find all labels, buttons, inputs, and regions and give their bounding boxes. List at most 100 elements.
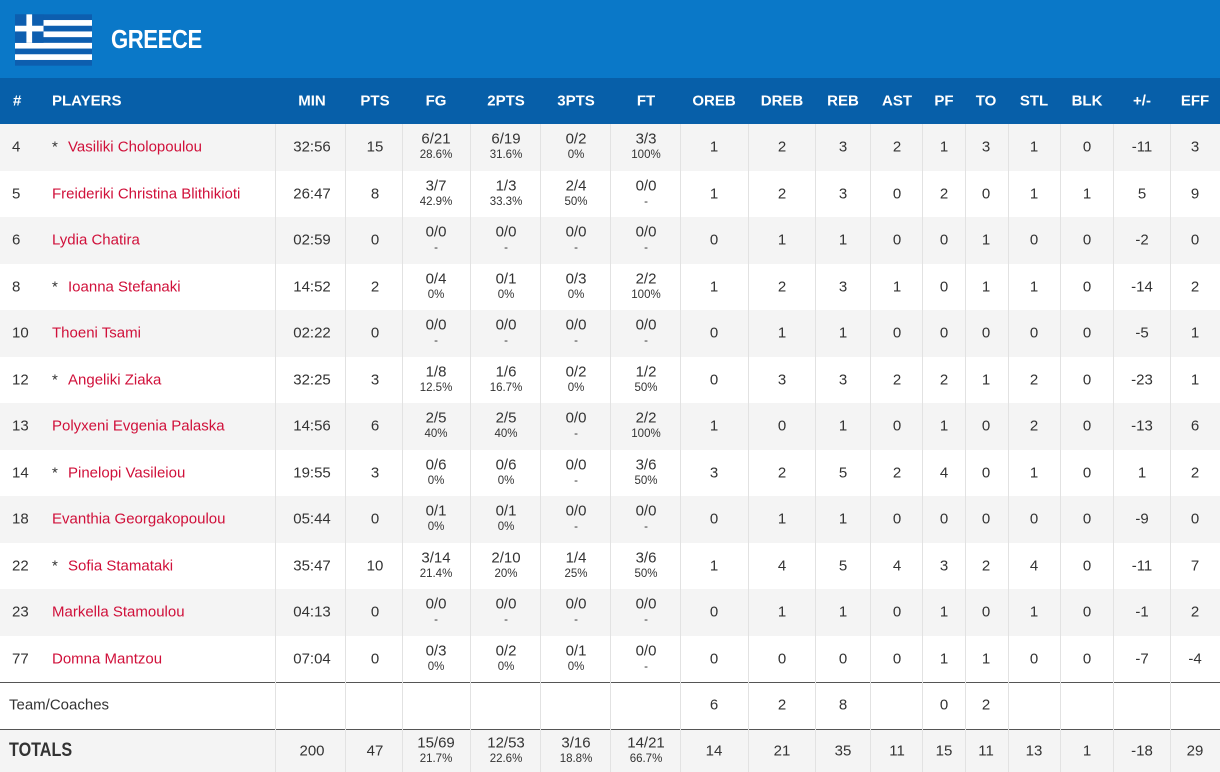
shot-made-attempted: 0/0 (565, 409, 587, 427)
shot-percentage: 40% (494, 428, 518, 441)
player-name[interactable]: Pinelopi Vasileiou (68, 464, 186, 482)
stat-cell: 0 (1082, 231, 1092, 249)
column-header: PLAYERS (52, 92, 122, 110)
player-number: 22 (12, 557, 29, 575)
stat-cell: 1 (777, 324, 787, 342)
player-name[interactable]: Ioanna Stefanaki (68, 278, 181, 296)
totals-label: TOTALS (9, 739, 73, 761)
player-name[interactable]: Polyxeni Evgenia Palaska (52, 417, 225, 435)
player-name[interactable]: Thoeni Tsami (52, 324, 141, 342)
shot-percentage: 0% (497, 474, 515, 487)
stat-cell: 0 (1082, 650, 1092, 668)
stat-cell: 0 (981, 324, 991, 342)
stat-cell: 2 (939, 371, 949, 389)
stat-cell: 1 (838, 603, 848, 621)
shot-made-attempted: 0/1 (565, 642, 587, 660)
stat-cell: 0 (892, 185, 902, 203)
stat-cell: 8 (370, 185, 380, 203)
shot-percentage: 0% (567, 149, 585, 162)
shot-percentage: - (434, 614, 438, 627)
stat-cell: 1 (1029, 278, 1039, 296)
shot-made-attempted: 0/0 (635, 223, 657, 241)
column-divider (610, 124, 611, 772)
column-divider (1008, 124, 1009, 772)
stat-cell: 04:13 (293, 603, 331, 621)
stat-cell: 3 (981, 138, 991, 156)
stat-cell: 15 (366, 138, 384, 156)
stat-cell: 7 (1190, 557, 1200, 575)
stat-cell: 3 (1190, 138, 1200, 156)
stat-cell: 1 (1082, 742, 1092, 759)
stat-cell: -2 (1135, 231, 1149, 249)
stat-cell: 0 (1029, 510, 1039, 528)
player-name[interactable]: Sofia Stamataki (68, 557, 174, 575)
stat-cell: 0 (838, 650, 848, 668)
stat-cell: 0 (777, 650, 787, 668)
stat-cell: 3 (838, 278, 848, 296)
stat-cell: 35:47 (293, 557, 331, 575)
stat-cell: 200 (299, 742, 325, 759)
column-header: OREB (692, 92, 736, 110)
stat-cell: 0 (370, 603, 380, 621)
shot-percentage: 0% (567, 660, 585, 673)
stat-cell: 0 (892, 324, 902, 342)
column-header: AST (882, 92, 912, 110)
stat-cell: 6 (1190, 417, 1200, 435)
shot-made-attempted: 0/1 (495, 270, 517, 288)
shot-percentage: 40% (424, 428, 448, 441)
player-name[interactable]: Vasiliki Cholopoulou (68, 138, 202, 156)
stat-cell: 0 (1082, 371, 1092, 389)
shot-made-attempted: 0/3 (565, 270, 587, 288)
shot-made-attempted: 2/5 (495, 409, 517, 427)
shot-percentage: 18.8% (559, 752, 593, 765)
player-name[interactable]: Domna Mantzou (52, 650, 163, 668)
stat-cell: 1 (838, 417, 848, 435)
shot-made-attempted: 0/3 (425, 642, 447, 660)
player-number: 12 (12, 371, 29, 389)
stat-cell: 2 (777, 464, 787, 482)
column-header: +/- (1133, 92, 1151, 110)
stat-cell: 1 (838, 324, 848, 342)
column-divider (345, 124, 346, 772)
stat-cell: 0 (981, 603, 991, 621)
stat-cell: 1 (838, 231, 848, 249)
player-name[interactable]: Angeliki Ziaka (68, 371, 162, 389)
player-name[interactable]: Evanthia Georgakopoulou (52, 510, 226, 528)
column-divider (402, 124, 403, 772)
stat-cell: 0 (1082, 557, 1092, 575)
stat-cell: 0 (1190, 231, 1200, 249)
column-header: BLK (1071, 92, 1103, 110)
shot-made-attempted: 0/0 (635, 595, 657, 613)
shot-made-attempted: 14/21 (627, 734, 665, 751)
stat-cell: 6 (370, 417, 380, 435)
player-name[interactable]: Freideriki Christina Blithikioti (52, 185, 241, 203)
column-header: DREB (760, 92, 804, 110)
stat-cell: 14:56 (293, 417, 331, 435)
stat-cell: 1 (981, 650, 991, 668)
player-name[interactable]: Markella Stamoulou (52, 603, 185, 621)
column-divider (540, 124, 541, 772)
stat-cell: 0 (981, 417, 991, 435)
shot-percentage: 25% (564, 567, 588, 580)
shot-percentage: 0% (497, 288, 515, 301)
stat-cell: 07:04 (293, 650, 331, 668)
stat-cell: 2 (1190, 603, 1200, 621)
starter-mark: * (52, 278, 58, 296)
stat-cell: 0 (709, 603, 719, 621)
column-header: REB (827, 92, 859, 110)
stat-cell: 1 (1029, 603, 1039, 621)
player-number: 18 (12, 510, 29, 528)
stat-cell: 1 (981, 278, 991, 296)
stat-cell: 3 (370, 371, 380, 389)
column-header: PTS (360, 92, 390, 110)
team-name: GREECE (111, 24, 202, 54)
column-divider (748, 124, 749, 772)
stat-cell: 3 (838, 138, 848, 156)
shot-made-attempted: 0/0 (425, 595, 447, 613)
shot-made-attempted: 0/6 (495, 456, 517, 474)
stat-cell: 1 (939, 603, 949, 621)
player-name[interactable]: Lydia Chatira (52, 231, 140, 249)
shot-made-attempted: 3/7 (425, 177, 447, 195)
stat-cell: 0 (892, 510, 902, 528)
stat-cell: 0 (892, 231, 902, 249)
